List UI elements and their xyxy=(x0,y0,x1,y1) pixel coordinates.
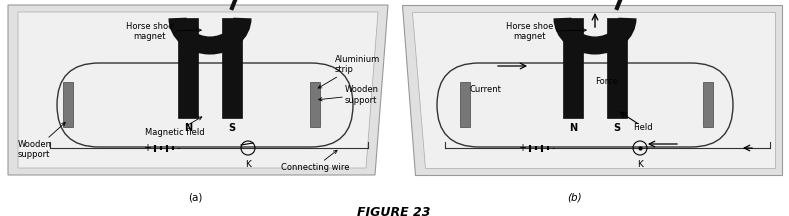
Polygon shape xyxy=(402,5,782,175)
Polygon shape xyxy=(412,12,775,168)
Text: N: N xyxy=(184,123,192,133)
Text: K: K xyxy=(245,160,251,169)
Text: Wooden
support: Wooden support xyxy=(319,85,379,105)
Text: +: + xyxy=(143,143,151,153)
Text: FIGURE 23: FIGURE 23 xyxy=(357,206,431,216)
Text: +: + xyxy=(518,143,526,153)
Text: Force: Force xyxy=(596,78,619,86)
Text: N: N xyxy=(569,123,577,133)
Text: (b): (b) xyxy=(568,192,582,202)
Text: S: S xyxy=(613,123,621,133)
Text: Wooden
support: Wooden support xyxy=(18,122,65,159)
Bar xyxy=(178,18,198,118)
Bar xyxy=(63,82,73,127)
Text: Aluminium
strip: Aluminium strip xyxy=(318,55,380,88)
Polygon shape xyxy=(18,12,378,168)
Text: Field: Field xyxy=(633,124,653,132)
Bar xyxy=(703,82,713,127)
Text: -: - xyxy=(552,143,555,153)
Text: K: K xyxy=(637,160,643,169)
Text: -: - xyxy=(176,143,180,153)
Bar xyxy=(607,18,627,118)
Text: (a): (a) xyxy=(188,192,202,202)
Text: Horse shoe
magnet: Horse shoe magnet xyxy=(507,22,586,41)
Bar xyxy=(222,18,242,118)
Text: S: S xyxy=(229,123,236,133)
Bar xyxy=(563,18,583,118)
Bar xyxy=(460,82,470,127)
Text: Magnetic field: Magnetic field xyxy=(145,117,205,137)
Text: Current: Current xyxy=(469,86,501,95)
Polygon shape xyxy=(8,5,388,175)
Text: Connecting wire: Connecting wire xyxy=(281,150,350,172)
Text: Horse shoe
magnet: Horse shoe magnet xyxy=(126,22,201,41)
Bar xyxy=(310,82,320,127)
